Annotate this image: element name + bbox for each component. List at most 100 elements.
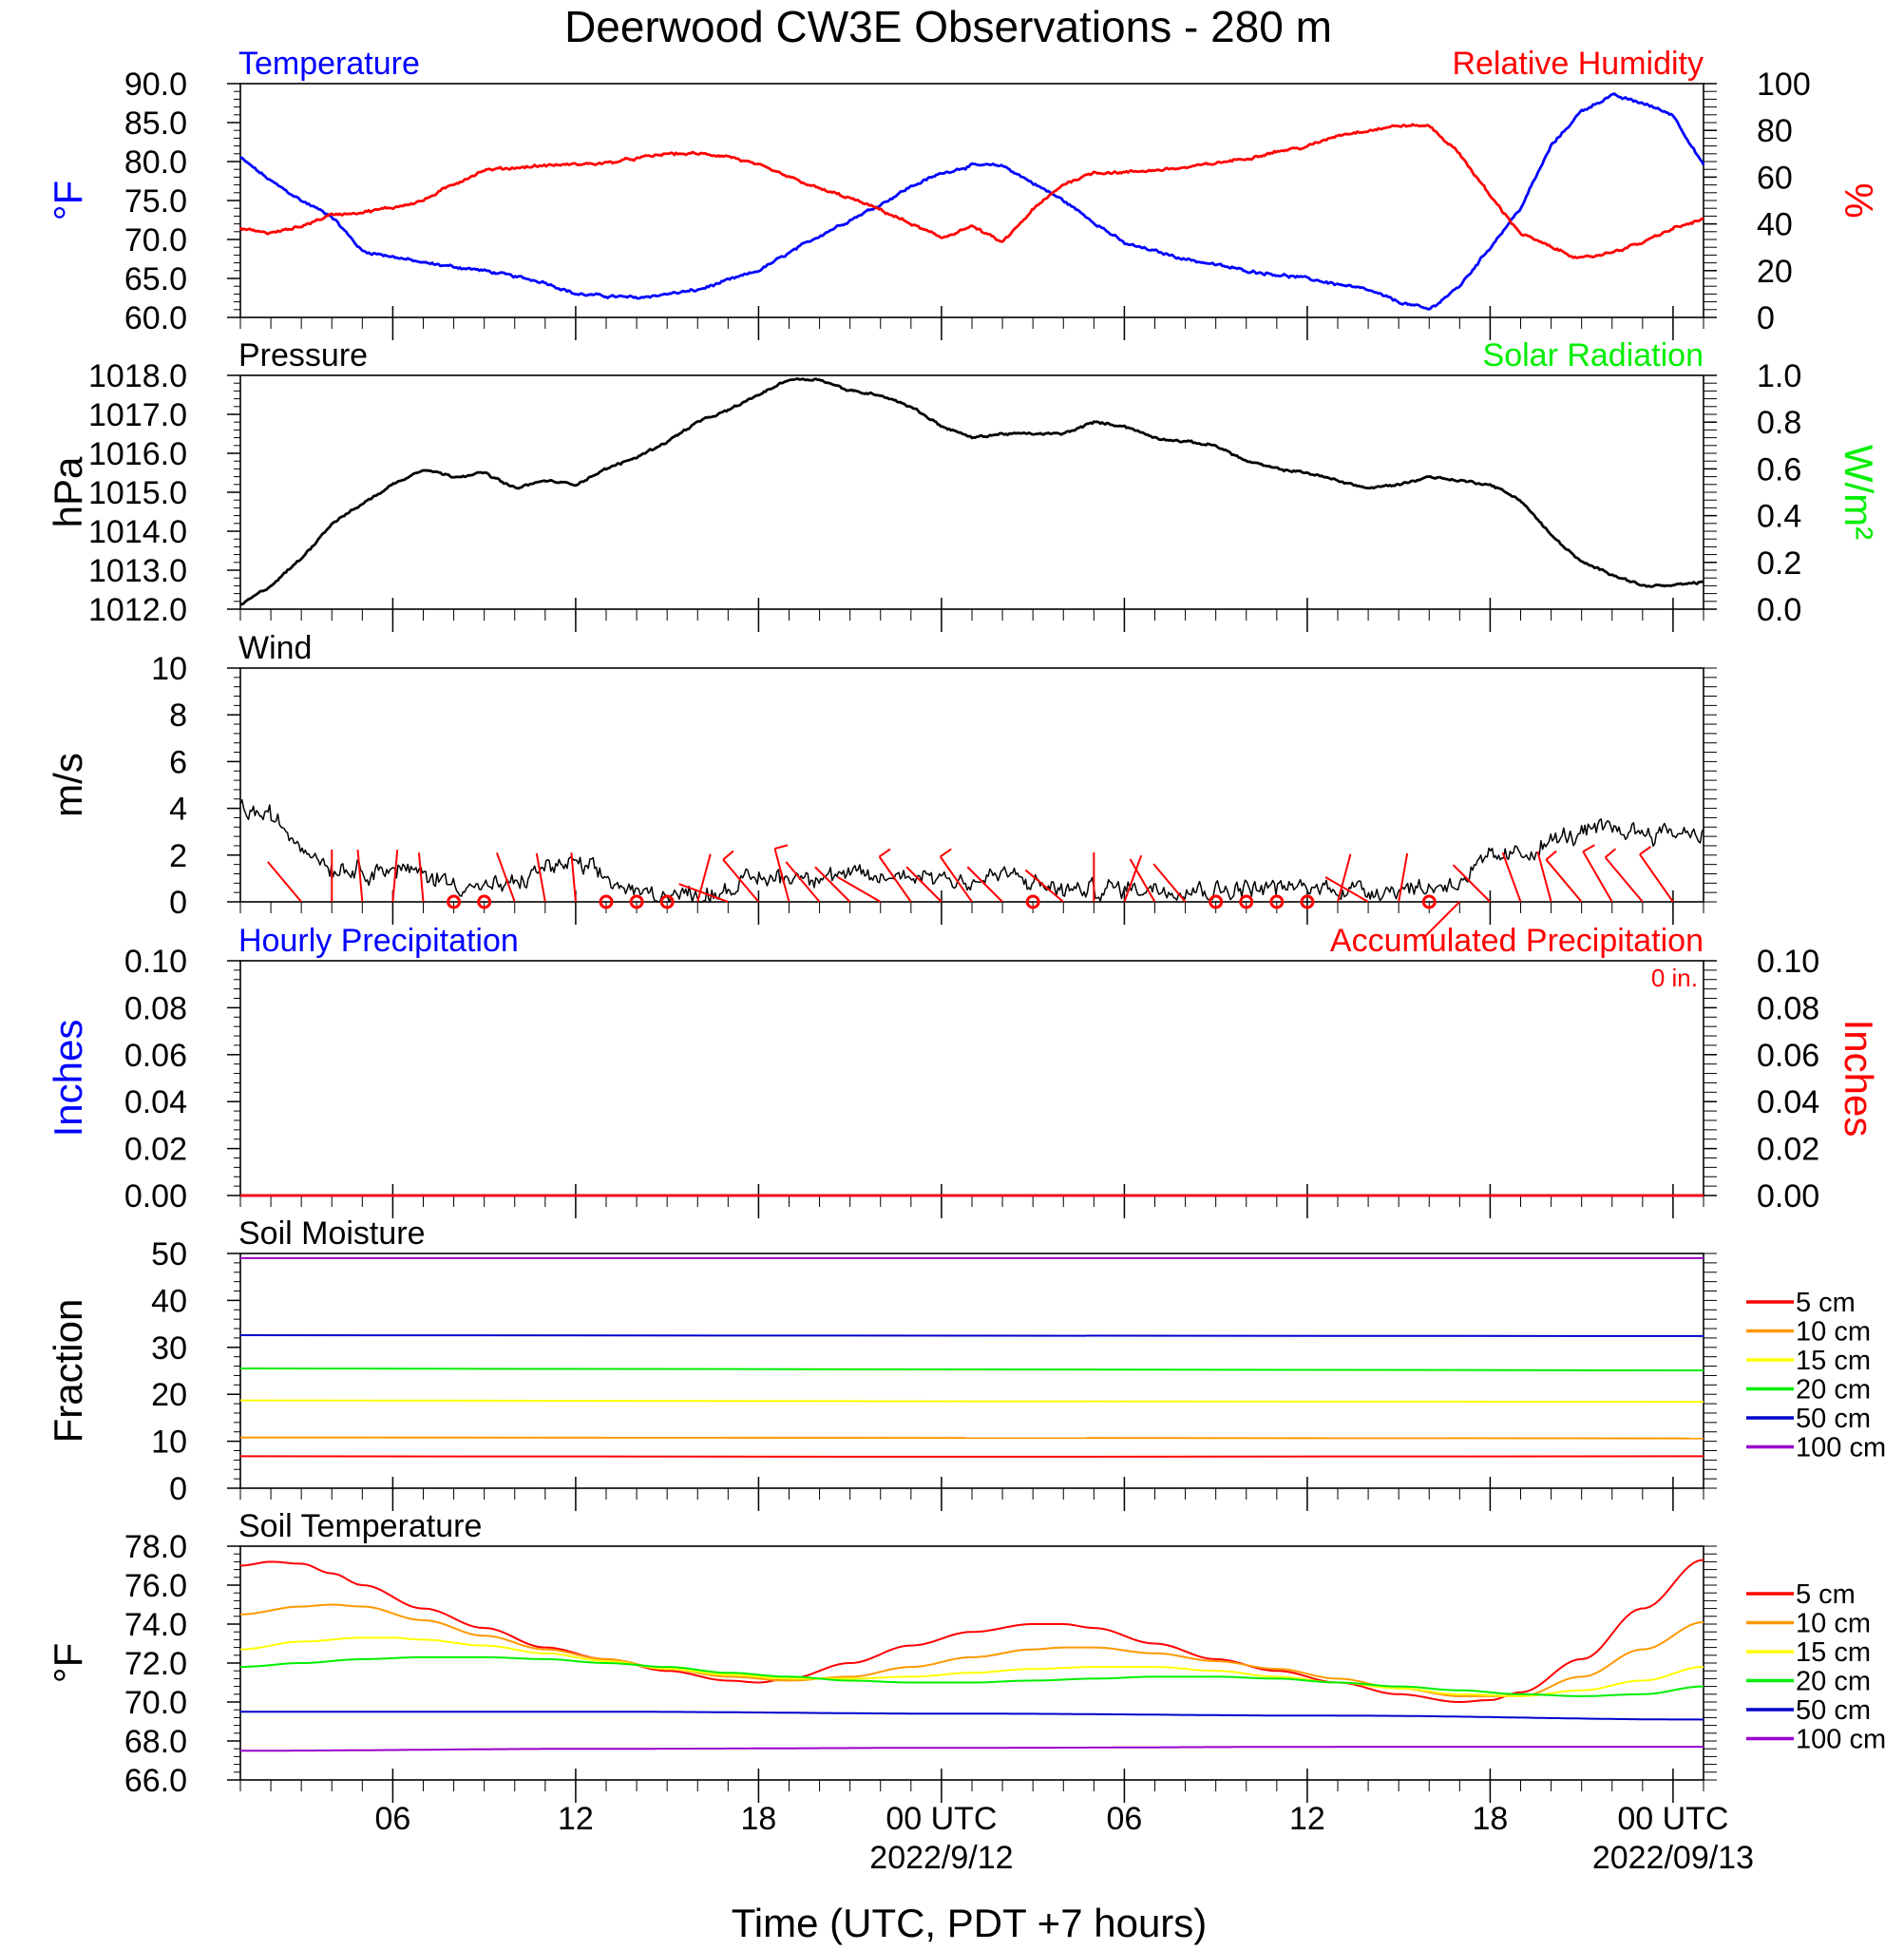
wind-barb-calm xyxy=(1239,894,1254,909)
y-tick-label: 75.0 xyxy=(124,183,187,220)
y-right-tick-label: 0.00 xyxy=(1757,1178,1819,1215)
wind-barb xyxy=(1545,858,1583,903)
y-axis-label: °F xyxy=(46,1643,90,1683)
wind-barb xyxy=(1123,854,1143,903)
y-right-tick-label: 20 xyxy=(1757,254,1793,290)
y-tick-label: 78.0 xyxy=(124,1529,187,1565)
y-tick-label: 10 xyxy=(151,1425,187,1461)
panel-title-left: Hourly Precipitation xyxy=(238,923,519,959)
wind-barb xyxy=(1024,869,1064,903)
wind-barb xyxy=(1501,851,1522,903)
legend-label: 15 cm xyxy=(1796,1346,1871,1376)
chart-panels: 90.085.080.075.070.065.060.0100806040200… xyxy=(46,46,1886,1803)
y-tick-label: 0.10 xyxy=(124,944,187,980)
y-tick-label: 1015.0 xyxy=(88,475,187,511)
y-axis-label: Inches xyxy=(46,1020,90,1138)
y-right-tick-label: 80 xyxy=(1757,113,1793,149)
series-line-depth-50cm xyxy=(239,1334,1704,1337)
wind-barb xyxy=(814,866,851,903)
x-tick-label: 12 xyxy=(558,1801,594,1837)
y-right-tick-label: 0.4 xyxy=(1757,499,1801,535)
wind-barb xyxy=(1604,856,1644,903)
wind-barb xyxy=(1398,852,1409,903)
wind-barb-calm xyxy=(477,894,492,909)
series-line-depth-50cm xyxy=(240,1711,1704,1721)
y-tick-label: 0.02 xyxy=(124,1132,187,1168)
series-line-depth-20cm xyxy=(239,1655,1704,1697)
panel-title-right: Accumulated Precipitation xyxy=(1330,923,1704,959)
wind-barb-flag xyxy=(878,848,891,858)
x-tick-label: 00 UTC xyxy=(1617,1801,1728,1837)
y-tick-label: 30 xyxy=(151,1330,187,1367)
y-tick-label: 1012.0 xyxy=(88,592,187,628)
wind-barb xyxy=(837,876,882,903)
y-tick-label: 0.08 xyxy=(124,990,187,1026)
y-right-tick-label: 100 xyxy=(1757,67,1811,103)
wind-barb-calm xyxy=(659,894,675,909)
y-tick-label: 1013.0 xyxy=(88,553,187,589)
panel-title-right: Relative Humidity xyxy=(1452,46,1704,82)
y-tick-label: 6 xyxy=(169,744,187,780)
panel-temperature-humidity: 90.085.080.075.070.065.060.0 100 80 60 40 20 0… xyxy=(46,46,1881,340)
y-right-tick-label: 0.02 xyxy=(1757,1132,1819,1168)
series-line-wind xyxy=(239,798,1704,903)
panel-title-left: Pressure xyxy=(238,337,368,373)
y-tick-label: 20 xyxy=(151,1377,187,1413)
panel-soil-temperature: 78.076.074.072.070.068.066.0 Soil Tempera… xyxy=(46,1508,1886,1803)
y-tick-label: 1017.0 xyxy=(88,397,187,433)
legend-label: 5 cm xyxy=(1796,1579,1856,1610)
y-right-tick-label: 40 xyxy=(1757,207,1793,243)
wind-barb xyxy=(267,861,302,903)
y-tick-label: 90.0 xyxy=(124,67,187,103)
y-right-tick-label: 0.0 xyxy=(1757,592,1801,628)
wind-barb-flag xyxy=(1545,850,1557,861)
wind-barb xyxy=(1421,901,1461,940)
accumulated-precip-value: 0 in. xyxy=(1651,964,1698,992)
y-right-tick-label: 0.04 xyxy=(1757,1084,1819,1120)
y-right-axis-label: W/m² xyxy=(1837,445,1881,540)
wind-barb-calm xyxy=(1209,894,1224,909)
y-tick-label: 0.06 xyxy=(124,1038,187,1074)
panel-title-right: Solar Radiation xyxy=(1483,337,1704,373)
y-tick-label: 1014.0 xyxy=(88,514,187,550)
series-line-pressure xyxy=(239,377,1704,606)
wind-barb-flag xyxy=(1582,844,1595,853)
wind-barb xyxy=(905,866,942,903)
panel-title-left: Wind xyxy=(238,630,312,666)
y-tick-label: 4 xyxy=(169,792,187,828)
wind-barb xyxy=(1582,851,1613,903)
series-line-depth-5cm xyxy=(239,1455,1704,1458)
wind-barb xyxy=(495,851,516,903)
y-tick-label: 66.0 xyxy=(124,1763,187,1799)
y-tick-label: 70.0 xyxy=(124,222,187,258)
x-tick-label: 00 UTC xyxy=(885,1801,997,1837)
y-axis-label: m/s xyxy=(46,753,90,817)
plot-frame xyxy=(239,374,1704,610)
y-tick-label: 2 xyxy=(169,838,187,874)
plot-frame xyxy=(239,83,1704,318)
wind-barb-calm xyxy=(1300,894,1315,909)
y-tick-label: 0.04 xyxy=(124,1084,187,1120)
series-line-temperature xyxy=(239,92,1705,311)
series-line-depth-20cm xyxy=(239,1368,1704,1371)
x-tick-label: 18 xyxy=(1473,1801,1509,1837)
y-tick-label: 1016.0 xyxy=(88,436,187,472)
legend-label: 100 cm xyxy=(1796,1725,1886,1755)
y-right-tick-label: 0.08 xyxy=(1757,990,1819,1026)
series-line-depth-100cm xyxy=(239,1746,1704,1752)
wind-barb xyxy=(356,850,364,903)
y-right-tick-label: 0.06 xyxy=(1757,1038,1819,1074)
x-tick-label: 12 xyxy=(1289,1801,1325,1837)
wind-barb xyxy=(1337,853,1352,903)
wind-barb xyxy=(785,861,821,903)
y-tick-label: 10 xyxy=(151,651,187,687)
wind-barb xyxy=(966,866,1003,903)
legend-label: 5 cm xyxy=(1796,1288,1856,1318)
wind-barb xyxy=(696,853,712,903)
wind-barb xyxy=(1639,853,1674,903)
wind-barb-calm xyxy=(599,894,614,909)
x-axis-label: Time (UTC, PDT +7 hours) xyxy=(732,1901,1208,1945)
y-tick-label: 1018.0 xyxy=(88,358,187,394)
panel-title-left: Soil Moisture xyxy=(238,1215,426,1252)
wind-barb xyxy=(678,883,729,903)
